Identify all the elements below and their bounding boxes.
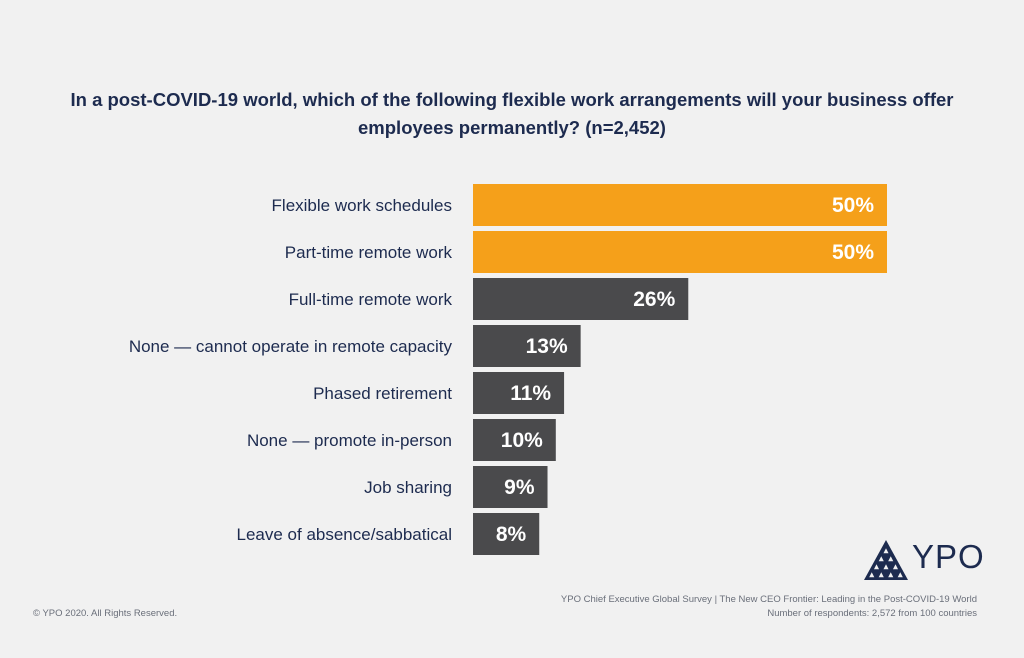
bar bbox=[473, 513, 540, 555]
category-label: Full-time remote work bbox=[289, 290, 453, 309]
ypo-triangle-icon bbox=[864, 540, 908, 580]
bar bbox=[473, 184, 887, 226]
category-label: Part-time remote work bbox=[285, 243, 453, 262]
respondents-note: Number of respondents: 2,572 from 100 co… bbox=[767, 608, 977, 619]
logo-facet bbox=[873, 564, 880, 570]
source-note: YPO Chief Executive Global Survey | The … bbox=[560, 594, 977, 605]
logo-facet bbox=[883, 548, 889, 554]
bar bbox=[473, 325, 581, 367]
category-label: Job sharing bbox=[364, 478, 452, 497]
value-label: 50% bbox=[832, 194, 874, 217]
value-label: 50% bbox=[832, 241, 874, 264]
logo-facet bbox=[888, 572, 894, 578]
value-label: 10% bbox=[501, 429, 543, 452]
value-label: 13% bbox=[526, 335, 568, 358]
bar bbox=[473, 466, 548, 508]
bar bbox=[473, 419, 556, 461]
category-label: None — promote in-person bbox=[247, 431, 452, 450]
logo-facet bbox=[869, 572, 875, 578]
bar bbox=[473, 372, 565, 414]
logo-facet bbox=[897, 572, 903, 578]
logo-triangle bbox=[864, 540, 908, 580]
logo-facet bbox=[883, 564, 889, 570]
logo-facet bbox=[892, 564, 899, 570]
logo-facet bbox=[878, 556, 884, 562]
bar bbox=[473, 231, 887, 273]
logo-facet bbox=[888, 556, 894, 562]
copyright-note: © YPO 2020. All Rights Reserved. bbox=[33, 608, 178, 619]
bar bbox=[473, 278, 689, 320]
chart-title: In a post-COVID-19 world, which of the f… bbox=[70, 89, 954, 138]
value-label: 26% bbox=[633, 288, 675, 311]
value-label: 11% bbox=[510, 382, 551, 405]
value-label: 8% bbox=[496, 523, 527, 546]
logo-text: YPO bbox=[912, 538, 985, 575]
value-label: 9% bbox=[504, 476, 535, 499]
logo-facet bbox=[878, 572, 884, 578]
category-label: Leave of absence/sabbatical bbox=[237, 525, 453, 544]
category-label: Phased retirement bbox=[313, 384, 452, 403]
category-label: None — cannot operate in remote capacity bbox=[129, 337, 453, 356]
category-label: Flexible work schedules bbox=[272, 196, 452, 215]
